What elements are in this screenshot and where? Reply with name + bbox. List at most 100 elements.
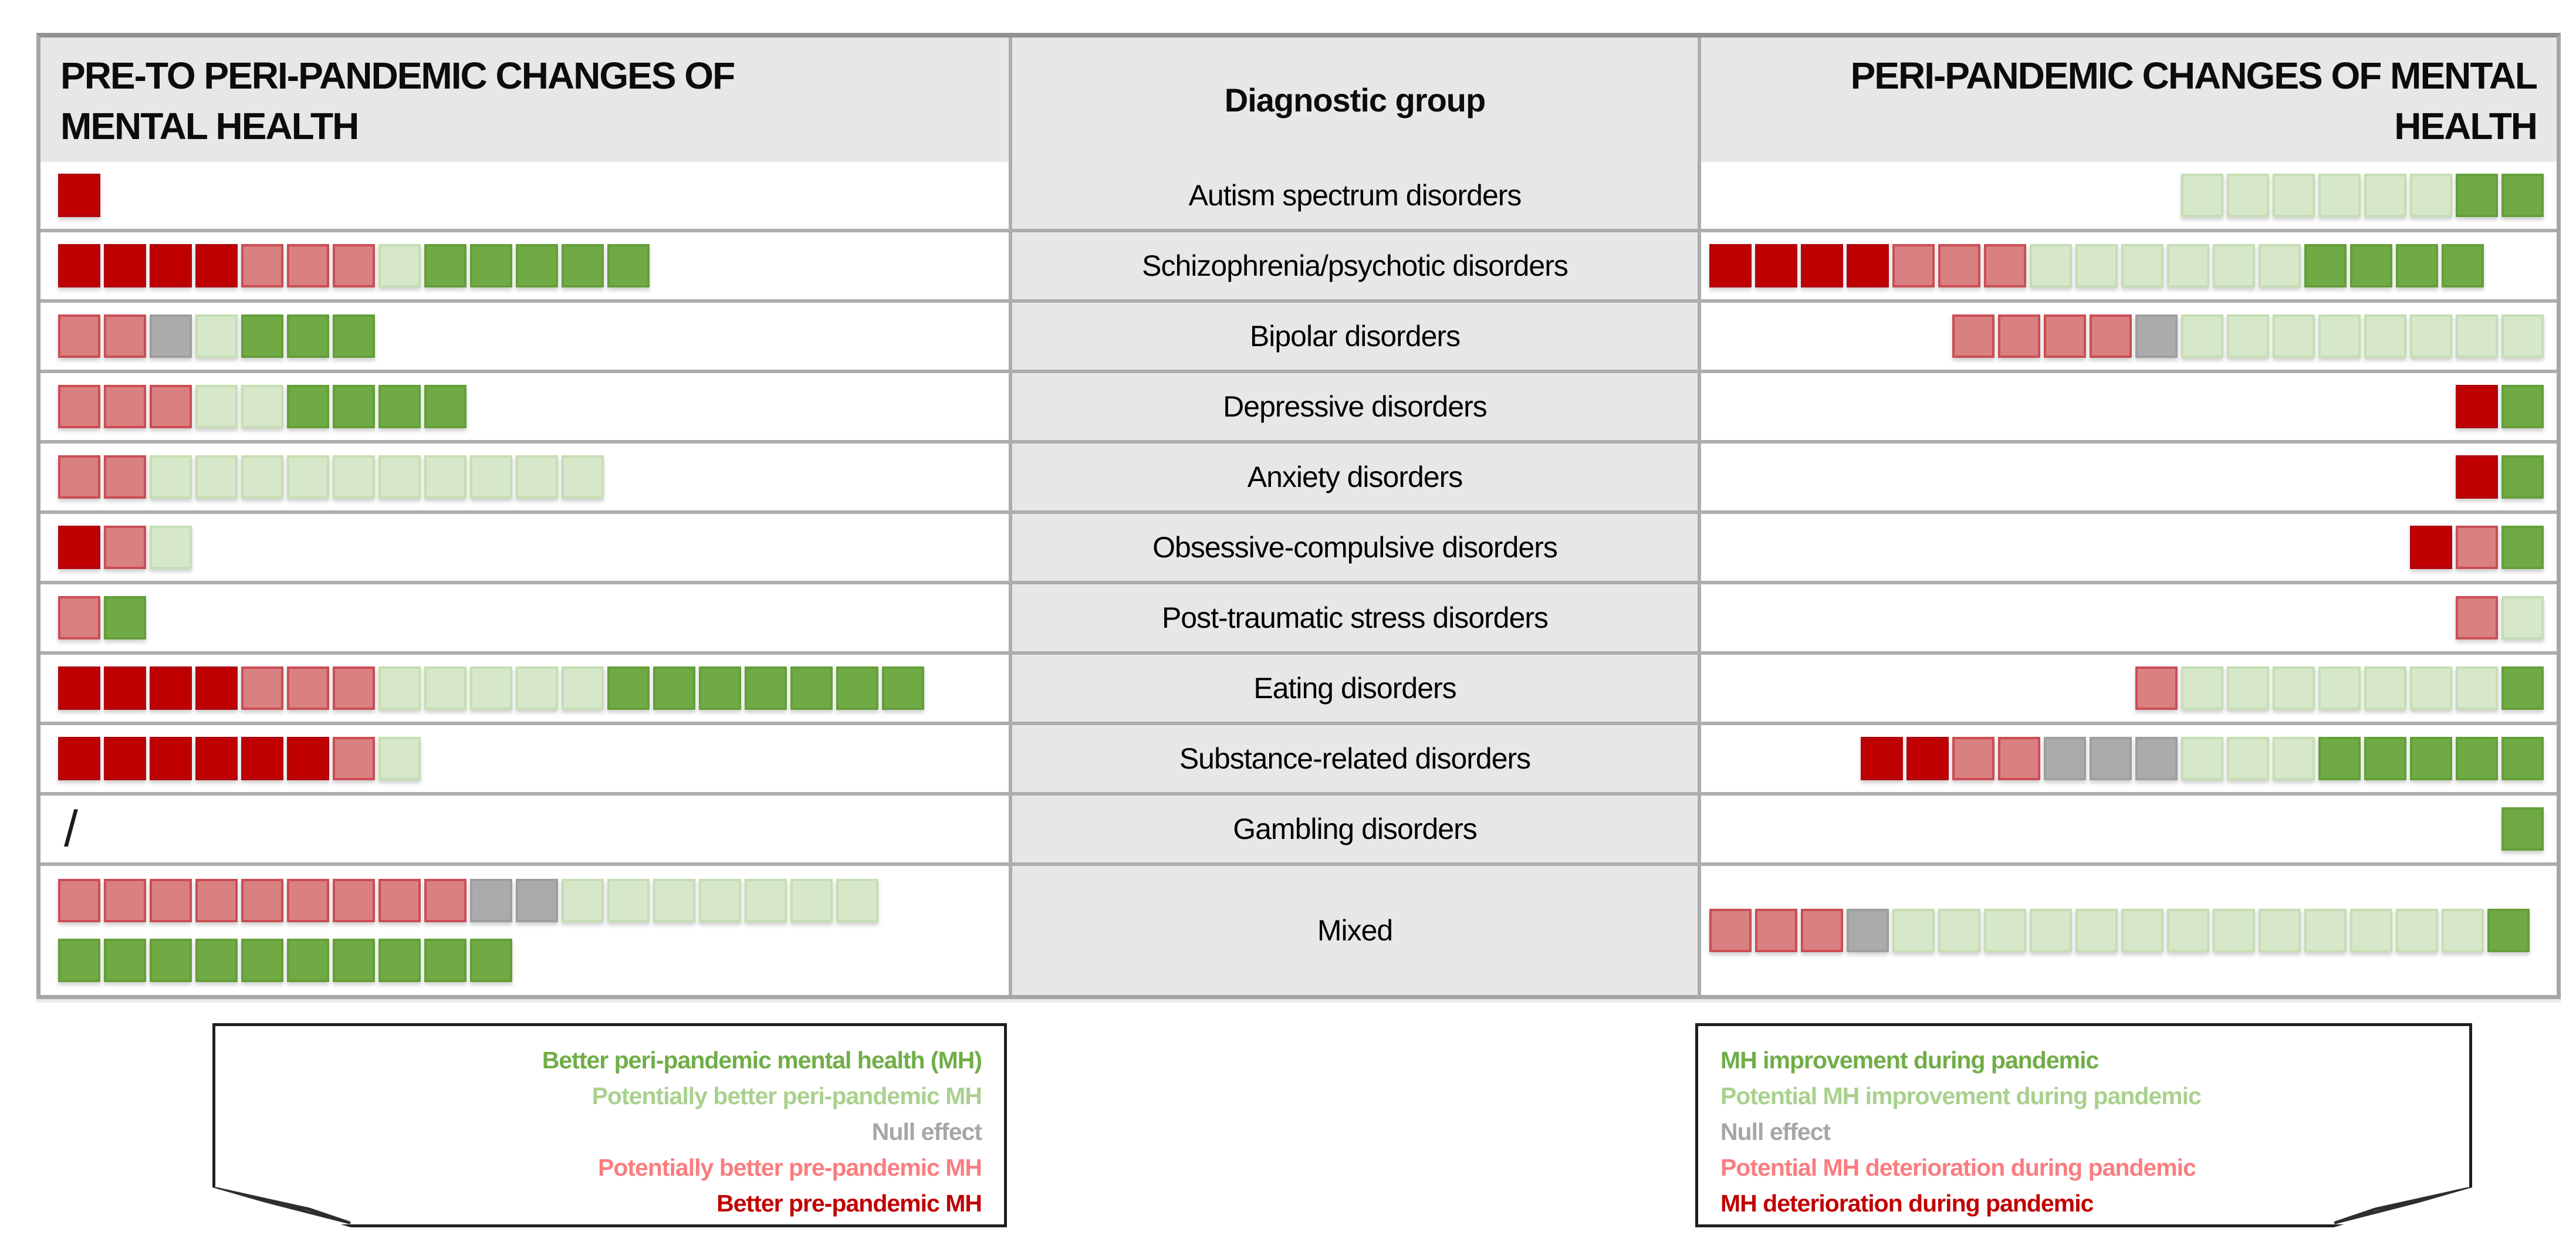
effect-square-green <box>2501 174 2544 217</box>
peri-effects <box>1701 232 2557 299</box>
effect-square-green <box>607 244 650 287</box>
effect-square-palegreen <box>2442 909 2484 952</box>
effect-square-green <box>2364 737 2406 780</box>
header-row: PRE-TO PERI-PANDEMIC CHANGES OF MENTAL H… <box>40 38 2557 162</box>
effect-square-green <box>424 939 466 982</box>
diagnostic-group-label: Schizophrenia/psychotic disorders <box>1142 249 1568 282</box>
effect-square-row <box>1709 666 2547 710</box>
effect-square-green <box>2396 244 2438 287</box>
effect-square-salmon <box>1938 244 1980 287</box>
effect-square-salmon <box>104 455 146 499</box>
effect-square-palegreen <box>2318 666 2361 710</box>
effect-square-red <box>195 737 238 780</box>
effect-square-row <box>1709 737 2547 780</box>
summary-table: PRE-TO PERI-PANDEMIC CHANGES OF MENTAL H… <box>36 33 2561 999</box>
effect-square-green <box>2456 737 2498 780</box>
effect-square-row <box>58 174 1009 217</box>
effect-square-palegreen <box>2030 244 2072 287</box>
effect-square-palegreen <box>241 455 283 499</box>
effect-square-green <box>104 596 146 639</box>
peri-effects <box>1701 655 2557 722</box>
table-row-substance-related-disorders: Substance-related disorders <box>40 722 2557 792</box>
legend-item-salmon: Potentially better pre-pandemic MH <box>597 1154 982 1181</box>
effect-square-salmon <box>150 385 192 428</box>
pre-peri-effects <box>40 232 1009 299</box>
effect-square-palegreen <box>470 666 512 710</box>
effect-square-salmon <box>1755 909 1797 952</box>
diagnostic-group-label: Gambling disorders <box>1233 813 1478 845</box>
effect-square-red <box>150 666 192 710</box>
effect-square-palegreen <box>2318 174 2361 217</box>
effect-square-green <box>2501 666 2544 710</box>
effect-square-palegreen <box>2227 174 2269 217</box>
effect-square-red <box>195 244 238 287</box>
effect-square-green <box>2442 244 2484 287</box>
pre-peri-cell-eating-disorders <box>40 655 1009 722</box>
effect-square-green <box>2501 385 2544 428</box>
effect-square-salmon <box>104 385 146 428</box>
effect-square-green <box>607 666 650 710</box>
diagnostic-group-label: Substance-related disorders <box>1179 742 1531 775</box>
effect-square-red <box>104 244 146 287</box>
effect-square-salmon <box>58 596 100 639</box>
effect-square-red <box>150 737 192 780</box>
effect-square-gray <box>516 879 558 922</box>
effect-square-green <box>2501 807 2544 851</box>
effect-square-palegreen <box>2181 737 2223 780</box>
effect-square-row <box>58 879 1009 922</box>
peri-cell-obsessive-compulsive-disorders <box>1701 514 2557 581</box>
effect-square-salmon <box>241 666 283 710</box>
diagnostic-group-cell: Gambling disorders <box>1009 796 1701 862</box>
effect-square-palegreen <box>2030 909 2072 952</box>
effect-square-gray <box>2135 314 2178 358</box>
effect-square-salmon <box>58 455 100 499</box>
effect-square-red <box>2410 526 2452 569</box>
effect-square-palegreen <box>378 737 421 780</box>
effect-square-palegreen <box>195 455 238 499</box>
diagnostic-group-label: Anxiety disorders <box>1247 461 1463 493</box>
effect-square-salmon <box>333 737 375 780</box>
pre-peri-effects <box>40 373 1009 440</box>
peri-effects <box>1701 584 2557 651</box>
effect-square-red <box>58 737 100 780</box>
effect-square-salmon <box>104 314 146 358</box>
diagnostic-group-label: Eating disorders <box>1253 672 1456 705</box>
table-row-depressive-disorders: Depressive disorders <box>40 370 2557 440</box>
effect-square-palegreen <box>2364 666 2406 710</box>
diagnostic-group-label: Obsessive-compulsive disorders <box>1152 531 1558 564</box>
effect-square-row <box>1709 909 2547 952</box>
table-row-eating-disorders: Eating disorders <box>40 651 2557 722</box>
effect-square-salmon <box>104 879 146 922</box>
effect-square-salmon <box>104 526 146 569</box>
effect-square-palegreen <box>2456 314 2498 358</box>
effect-square-salmon <box>241 879 283 922</box>
diagnostic-group-cell: Obsessive-compulsive disorders <box>1009 514 1701 581</box>
effect-square-palegreen <box>195 314 238 358</box>
effect-square-green <box>378 939 421 982</box>
effect-square-salmon <box>1801 909 1843 952</box>
pre-peri-effects <box>40 655 1009 722</box>
effect-square-red <box>241 737 283 780</box>
legend-item-palegreen: Potential MH improvement during pandemic <box>1720 1082 2201 1109</box>
effect-square-palegreen <box>699 879 741 922</box>
effect-square-green <box>287 939 329 982</box>
effect-square-row <box>58 385 1009 428</box>
pre-peri-cell-substance-related-disorders <box>40 725 1009 792</box>
effect-square-green <box>333 385 375 428</box>
effect-square-salmon <box>1998 737 2040 780</box>
legend-item-gray: Null effect <box>1720 1118 1831 1145</box>
effect-square-palegreen <box>2167 909 2209 952</box>
effect-square-palegreen <box>2456 666 2498 710</box>
effect-square-palegreen <box>2181 666 2223 710</box>
effect-square-salmon <box>333 666 375 710</box>
no-data-slash: / <box>64 800 78 857</box>
effect-square-green <box>470 939 512 982</box>
effect-square-green <box>2501 526 2544 569</box>
effect-square-palegreen <box>2318 314 2361 358</box>
effect-square-red <box>104 737 146 780</box>
effect-square-row <box>58 666 1009 710</box>
effect-square-row <box>58 596 1009 639</box>
effect-square-palegreen <box>1938 909 1980 952</box>
pre-peri-cell-post-traumatic-stress-disorders <box>40 584 1009 651</box>
